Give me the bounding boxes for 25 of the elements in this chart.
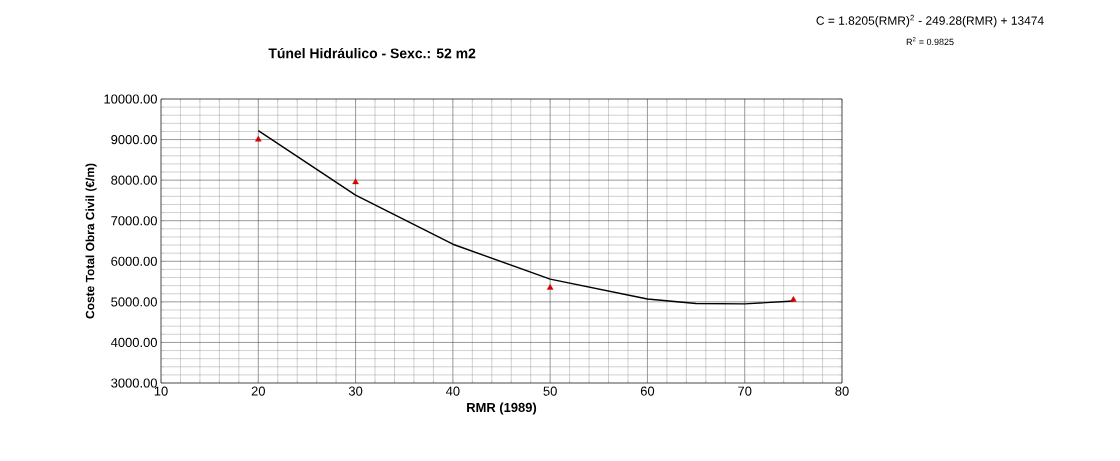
y-tick-label: 7000.00 bbox=[111, 216, 157, 226]
x-tick-label: 30 bbox=[348, 386, 363, 396]
x-tick-label: 40 bbox=[445, 386, 460, 396]
point bbox=[352, 178, 359, 185]
y-tick-label: 3000.00 bbox=[111, 378, 157, 388]
y-tick-label: 9000.00 bbox=[111, 134, 157, 145]
y-tick-label: 4000.00 bbox=[110, 337, 157, 348]
x-axis-title: RMR (1989) bbox=[467, 402, 537, 415]
point bbox=[255, 135, 262, 142]
x-tick-label: 10 bbox=[154, 386, 168, 396]
x-tick-label: 80 bbox=[835, 386, 849, 396]
chart-title: Túnel Hidráulico - Sexc.: 52 m2 bbox=[268, 47, 476, 59]
point bbox=[546, 283, 554, 290]
x-tick-label: 70 bbox=[738, 386, 752, 396]
x-tick-label: 20 bbox=[251, 386, 265, 396]
point bbox=[790, 296, 797, 302]
y-tick-label: 10000.00 bbox=[104, 94, 157, 104]
x-tick-label: 50 bbox=[543, 386, 557, 396]
y-tick-label: 5000.00 bbox=[111, 297, 157, 307]
text: R$^{2}$ = 0.9825 bbox=[906, 36, 954, 46]
text: C = 1.8205(RMR)$^{2}$ - 249.28(RMR) + 13474 bbox=[816, 14, 1044, 28]
y-axis-title: Coste Total Obra Civil (€/m) bbox=[85, 163, 97, 319]
x-tick-label: 60 bbox=[640, 386, 655, 396]
y-tick-label: 8000.00 bbox=[111, 175, 157, 185]
y-tick-label: 6000.00 bbox=[111, 256, 157, 266]
